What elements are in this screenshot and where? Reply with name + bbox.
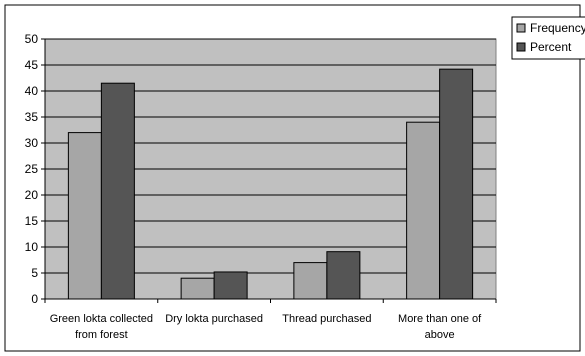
y-axis: 0 5 10 15 20 25 30 35 40 45 50 xyxy=(25,32,46,306)
y-tick-label: 0 xyxy=(31,292,38,306)
y-tick-label: 20 xyxy=(25,188,39,202)
y-tick-label: 10 xyxy=(25,240,39,254)
y-tick-label: 35 xyxy=(25,110,39,124)
y-tick-label: 50 xyxy=(25,32,39,46)
y-tick-label: 40 xyxy=(25,84,39,98)
bar-frequency-2 xyxy=(293,262,328,300)
bar-frequency-1 xyxy=(180,277,215,300)
y-tick-label: 45 xyxy=(25,58,39,72)
x-tick-label: Green lokta collected from forest xyxy=(50,313,153,341)
legend-swatch-frequency xyxy=(516,23,526,33)
legend-swatch-percent xyxy=(516,42,526,52)
legend: Frequency Percent xyxy=(511,16,585,60)
y-tick-label: 5 xyxy=(31,266,38,280)
y-tick-label: 15 xyxy=(25,214,39,228)
bar-percent-3 xyxy=(439,68,474,300)
x-tick-label: Thread purchased xyxy=(282,313,371,325)
bar-percent-0 xyxy=(100,82,135,300)
y-tick-label: 25 xyxy=(25,162,39,176)
bars xyxy=(67,68,474,300)
bar-frequency-0 xyxy=(67,132,102,300)
y-tick-label: 30 xyxy=(25,136,39,150)
bar-percent-2 xyxy=(326,251,361,300)
bar-frequency-3 xyxy=(406,121,441,300)
bar-percent-1 xyxy=(213,271,248,300)
x-axis: Green lokta collected from forest Dry lokt… xyxy=(44,298,497,341)
legend-label-frequency: Frequency xyxy=(530,21,585,35)
x-tick-label: Dry lokta purchased xyxy=(165,313,263,325)
x-tick-label: More than one of above xyxy=(398,313,482,341)
legend-label-percent: Percent xyxy=(530,40,572,54)
